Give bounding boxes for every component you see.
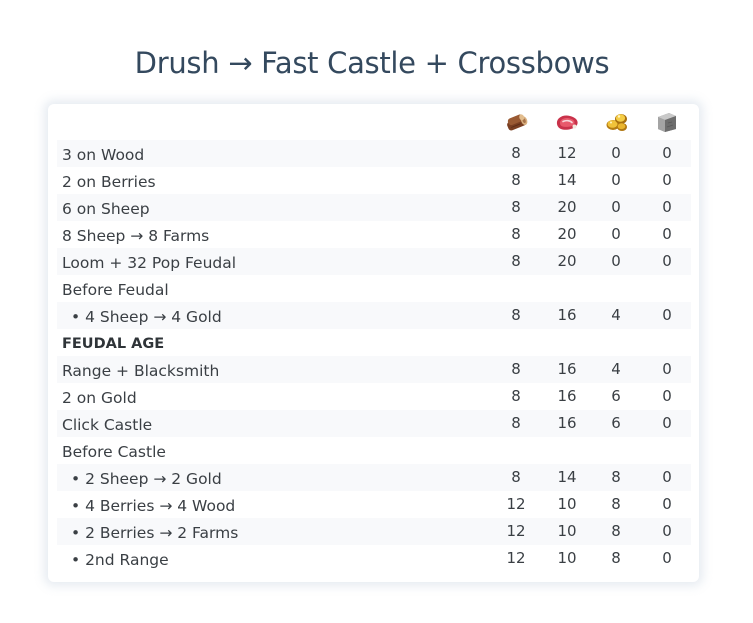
step-label: 8 Sheep → 8 Farms	[62, 227, 210, 245]
step-label: Before Castle	[62, 443, 166, 461]
wood-value: 8	[511, 198, 521, 216]
stone-value: 0	[662, 144, 672, 162]
food-value: 20	[557, 225, 577, 243]
food-value: 10	[557, 495, 577, 513]
section-header-row: FEUDAL AGE	[57, 329, 691, 356]
step-label: Before Feudal	[62, 281, 169, 299]
step-label: • 2 Berries → 2 Farms	[71, 524, 239, 542]
table-row: • 4 Berries → 4 Wood 12 10 8 0	[57, 491, 691, 518]
gold-value: 8	[611, 549, 621, 567]
stone-value: 0	[662, 549, 672, 567]
table-row: • 2nd Range 12 10 8 0	[57, 545, 691, 572]
gold-value: 8	[611, 468, 621, 486]
wood-value: 12	[506, 522, 526, 540]
page-title: Drush → Fast Castle + Crossbows	[134, 46, 610, 80]
table-row: 2 on Berries 8 14 0 0	[57, 167, 691, 194]
gold-value: 0	[611, 198, 621, 216]
wood-icon	[507, 114, 528, 131]
gold-value: 8	[611, 522, 621, 540]
table-row: • 2 Berries → 2 Farms 12 10 8 0	[57, 518, 691, 545]
stone-value: 0	[662, 495, 672, 513]
food-value: 10	[557, 549, 577, 567]
stone-value: 0	[662, 360, 672, 378]
food-value: 16	[557, 360, 577, 378]
stone-value: 0	[662, 225, 672, 243]
wood-value: 12	[506, 495, 526, 513]
wood-value: 8	[511, 360, 521, 378]
step-label: 3 on Wood	[62, 146, 145, 164]
wood-value: 8	[511, 387, 521, 405]
step-label: • 4 Berries → 4 Wood	[71, 497, 236, 515]
gold-value: 0	[611, 225, 621, 243]
gold-value: 6	[611, 387, 621, 405]
food-value: 16	[557, 306, 577, 324]
food-value: 14	[557, 171, 577, 189]
table-row: • 4 Sheep → 4 Gold 8 16 4 0	[57, 302, 691, 329]
gold-icon	[606, 114, 627, 131]
wood-value: 8	[511, 225, 521, 243]
gold-value: 8	[611, 495, 621, 513]
table-row: 2 on Gold 8 16 6 0	[57, 383, 691, 410]
gold-value: 0	[611, 171, 621, 189]
table-row: Before Castle	[57, 437, 691, 464]
stone-value: 0	[662, 306, 672, 324]
stone-value: 0	[662, 522, 672, 540]
table-row: Loom + 32 Pop Feudal 8 20 0 0	[57, 248, 691, 275]
food-value: 10	[557, 522, 577, 540]
stone-value: 0	[662, 414, 672, 432]
table-row: 8 Sheep → 8 Farms 8 20 0 0	[57, 221, 691, 248]
wood-value: 8	[511, 468, 521, 486]
step-label: 2 on Gold	[62, 389, 137, 407]
table-row: 3 on Wood 8 12 0 0	[57, 140, 691, 167]
step-label: 2 on Berries	[62, 173, 156, 191]
gold-value: 4	[611, 360, 621, 378]
step-label: • 4 Sheep → 4 Gold	[71, 308, 222, 326]
table-row: Click Castle 8 16 6 0	[57, 410, 691, 437]
resource-header	[0, 110, 753, 138]
table-row: Range + Blacksmith 8 16 4 0	[57, 356, 691, 383]
gold-value: 6	[611, 414, 621, 432]
step-label: Loom + 32 Pop Feudal	[62, 254, 237, 272]
food-value: 12	[557, 144, 577, 162]
wood-value: 8	[511, 144, 521, 162]
step-label: Range + Blacksmith	[62, 362, 220, 380]
food-icon	[556, 115, 578, 130]
gold-value: 0	[611, 144, 621, 162]
stone-value: 0	[662, 198, 672, 216]
stone-value: 0	[662, 171, 672, 189]
stone-value: 0	[662, 252, 672, 270]
food-value: 20	[557, 198, 577, 216]
stone-value: 0	[662, 468, 672, 486]
food-value: 14	[557, 468, 577, 486]
step-label: 6 on Sheep	[62, 200, 150, 218]
gold-value: 0	[611, 252, 621, 270]
table-row: • 2 Sheep → 2 Gold 8 14 8 0	[57, 464, 691, 491]
stone-value: 0	[662, 387, 672, 405]
food-value: 16	[557, 414, 577, 432]
section-label: FEUDAL AGE	[62, 336, 165, 352]
step-label: • 2nd Range	[71, 551, 169, 569]
wood-value: 8	[511, 306, 521, 324]
step-label: • 2 Sheep → 2 Gold	[71, 470, 222, 488]
gold-value: 4	[611, 306, 621, 324]
table-row: Before Feudal	[57, 275, 691, 302]
wood-value: 8	[511, 414, 521, 432]
table-row: 6 on Sheep 8 20 0 0	[57, 194, 691, 221]
food-value: 16	[557, 387, 577, 405]
food-value: 20	[557, 252, 577, 270]
wood-value: 8	[511, 252, 521, 270]
wood-value: 12	[506, 549, 526, 567]
stone-icon	[658, 113, 676, 132]
step-label: Click Castle	[62, 416, 153, 434]
wood-value: 8	[511, 171, 521, 189]
build-order-card	[48, 104, 699, 582]
